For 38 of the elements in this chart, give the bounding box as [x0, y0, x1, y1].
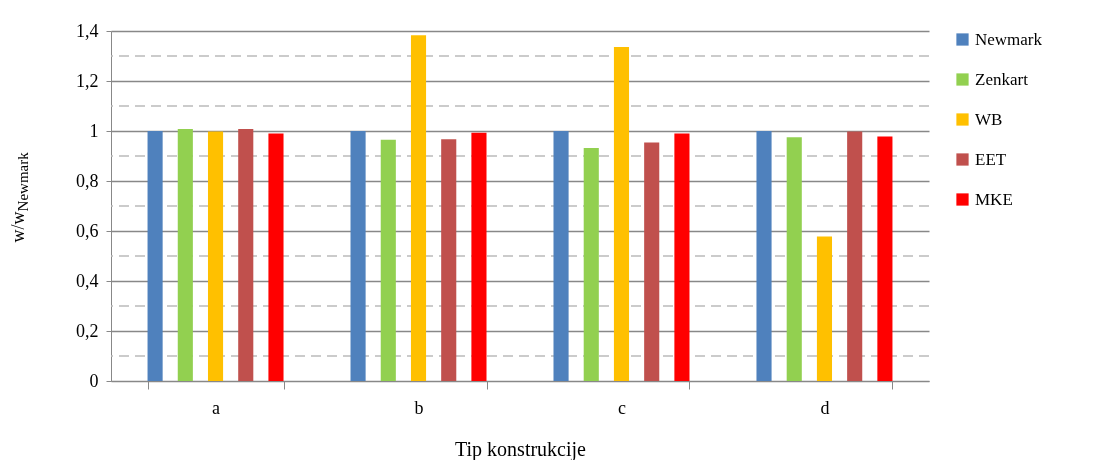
bar [350, 131, 366, 381]
legend-label: MKE [975, 189, 1013, 209]
bar [583, 148, 599, 381]
bar [268, 133, 284, 381]
bar [380, 139, 396, 381]
bar [644, 142, 660, 381]
legend-label: Newmark [975, 29, 1043, 49]
x-tick-label: b [414, 397, 424, 418]
x-tick-label: c [617, 397, 626, 418]
bar [177, 129, 193, 381]
y-tick-label: 0 [89, 370, 99, 391]
bar [847, 131, 863, 381]
y-tick-label: 0,4 [76, 270, 99, 291]
legend-label: EET [975, 149, 1007, 169]
x-tick-label: d [820, 397, 830, 418]
bar [553, 131, 569, 381]
x-tick-label: a [212, 397, 221, 418]
y-tick-label: 1,2 [76, 70, 99, 91]
bar [816, 236, 833, 381]
bar [441, 139, 457, 381]
bar [786, 137, 802, 381]
legend-label: WB [975, 109, 1003, 129]
y-tick-label: 1 [89, 120, 99, 141]
y-tick-label: 0,2 [76, 320, 99, 341]
bar [613, 47, 630, 381]
bar [756, 131, 772, 381]
bar [147, 131, 163, 381]
legend-label: Zenkart [975, 69, 1029, 89]
bar [471, 132, 487, 381]
bar [238, 129, 254, 381]
x-axis-title: Tip konstrukcije [455, 437, 587, 460]
y-tick-label: 0,8 [76, 170, 99, 191]
bar [877, 136, 893, 381]
y-tick-label: 0,6 [76, 220, 99, 241]
y-tick-label: 1,4 [76, 20, 99, 41]
bar [674, 133, 690, 381]
bar [207, 131, 224, 381]
bar [410, 35, 427, 381]
